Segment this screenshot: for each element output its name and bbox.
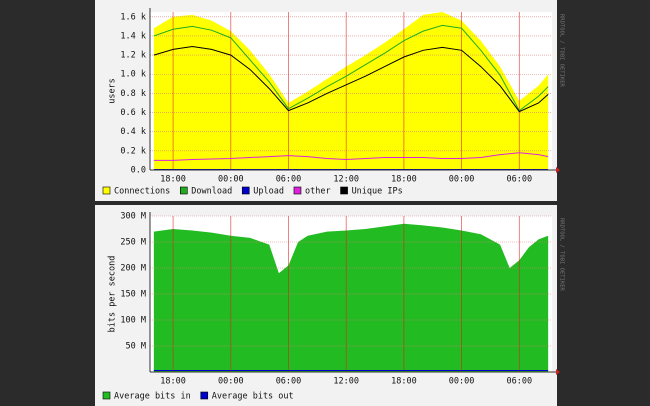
side-text: RRDTOOL / TOBI OETIKER xyxy=(559,218,565,292)
x-tick-label: 00:00 xyxy=(449,377,475,387)
y-tick-label: 150 M xyxy=(120,290,146,300)
x-tick-label: 06:00 xyxy=(276,377,302,387)
y-axis-title: bits per second xyxy=(108,256,118,333)
legend-swatch xyxy=(241,186,250,195)
y-tick-label: 0.8 k xyxy=(120,89,146,99)
x-tick-label: 00:00 xyxy=(218,175,244,185)
y-tick-label: 0.0 xyxy=(131,166,146,176)
y-tick-label: 1.2 k xyxy=(120,51,146,61)
legend-swatch xyxy=(293,186,302,195)
line xyxy=(153,152,549,161)
legend-swatch xyxy=(102,186,111,195)
y-axis-title: users xyxy=(108,78,118,104)
y-tick-label: 1.4 k xyxy=(120,31,146,41)
legend-label: Connections xyxy=(114,187,170,197)
legend-swatch xyxy=(200,391,209,400)
y-tick-label: 1.0 k xyxy=(120,70,146,80)
legend-label: Upload xyxy=(253,187,284,197)
legend-label: Unique IPs xyxy=(352,187,403,197)
legend-label: Average bits in xyxy=(114,392,191,402)
x-arrow xyxy=(556,369,560,375)
side-text: RRDTOOL / TOBI OETIKER xyxy=(559,14,565,88)
x-tick-label: 06:00 xyxy=(507,175,533,185)
y-tick-label: 1.6 k xyxy=(120,12,146,22)
x-tick-label: 06:00 xyxy=(507,377,533,387)
y-tick-label: 0.4 k xyxy=(120,127,146,137)
legend-swatch xyxy=(340,186,348,195)
x-tick-label: 18:00 xyxy=(160,377,186,387)
y-tick-label: 200 M xyxy=(120,264,146,274)
x-tick-label: 18:00 xyxy=(160,175,186,185)
legend-swatch xyxy=(179,186,188,195)
line xyxy=(153,24,549,112)
x-tick-label: 00:00 xyxy=(449,175,475,185)
x-arrow xyxy=(556,167,560,173)
x-tick-label: 18:00 xyxy=(391,175,417,185)
y-tick-label: 250 M xyxy=(120,238,146,248)
line xyxy=(153,45,549,113)
x-tick-label: 18:00 xyxy=(391,377,417,387)
x-tick-label: 12:00 xyxy=(333,175,359,185)
y-tick-label: 0.2 k xyxy=(120,146,146,156)
area xyxy=(153,223,549,372)
x-tick-label: 00:00 xyxy=(218,377,244,387)
x-tick-label: 12:00 xyxy=(333,377,359,387)
y-tick-label: 300 M xyxy=(120,212,146,222)
legend-swatch xyxy=(102,391,111,400)
y-tick-label: 0.6 k xyxy=(120,108,146,118)
legend-label: other xyxy=(305,187,331,197)
legend-label: Average bits out xyxy=(212,392,294,402)
y-tick-label: 100 M xyxy=(120,316,146,326)
legend-label: Download xyxy=(191,187,232,197)
area xyxy=(153,12,549,170)
y-tick-label: 50 M xyxy=(126,342,146,352)
x-tick-label: 06:00 xyxy=(276,175,302,185)
